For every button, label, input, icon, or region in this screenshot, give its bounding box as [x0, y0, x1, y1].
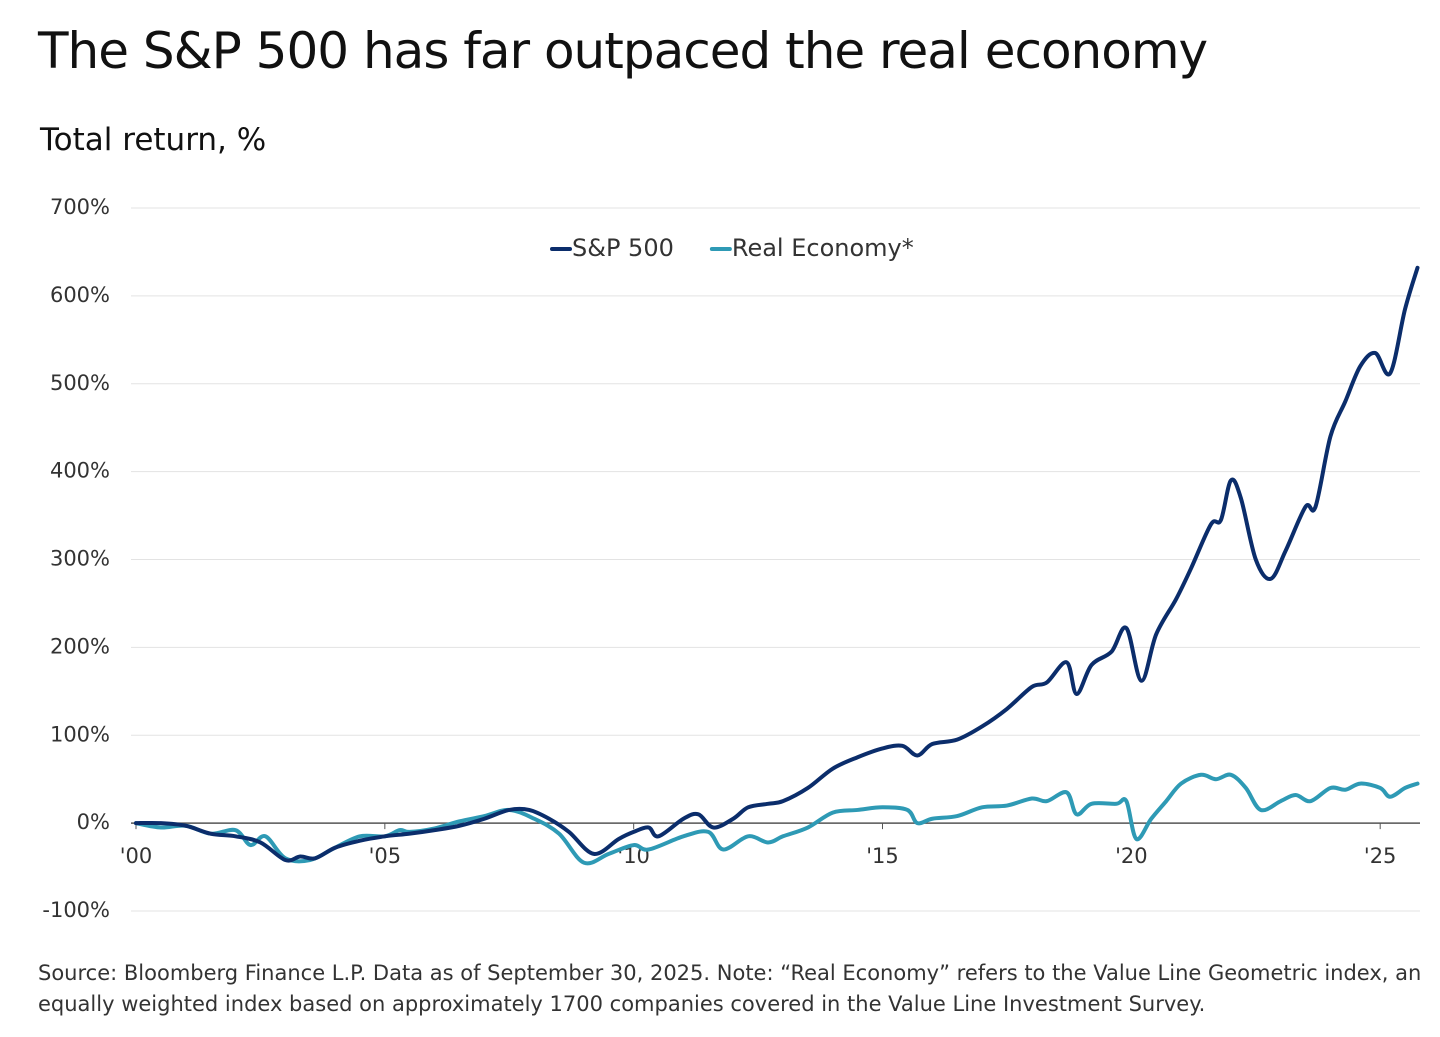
y-tick-label: 0% — [77, 810, 110, 834]
y-tick-label: 100% — [50, 722, 110, 746]
chart-title: The S&P 500 has far outpaced the real ec… — [38, 22, 1208, 80]
y-tick-label: 400% — [50, 459, 110, 483]
y-tick-label: 500% — [50, 371, 110, 395]
chart-subtitle: Total return, % — [40, 122, 267, 158]
footnote: Source: Bloomberg Finance L.P. Data as o… — [38, 961, 1422, 1016]
y-tick-label: 700% — [50, 195, 110, 219]
legend-label: S&P 500 — [572, 234, 674, 262]
y-tick-label: 200% — [50, 634, 110, 658]
x-tick-label: '15 — [866, 844, 899, 868]
x-tick-label: '05 — [369, 844, 402, 868]
x-tick-label: '20 — [1115, 844, 1148, 868]
y-tick-label: 600% — [50, 283, 110, 307]
series-line — [134, 265, 1420, 863]
y-tick-label: 300% — [50, 547, 110, 571]
x-tick-label: '25 — [1364, 844, 1397, 868]
y-tick-label: -100% — [42, 898, 110, 922]
legend-label: Real Economy* — [732, 234, 914, 262]
x-tick-label: '00 — [120, 844, 153, 868]
